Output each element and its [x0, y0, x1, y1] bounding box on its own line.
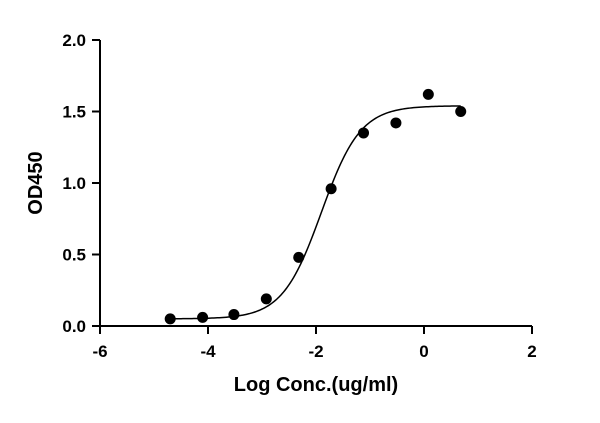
x-tick-label: 2	[527, 342, 536, 361]
data-points	[164, 88, 467, 325]
y-tick-label: 1.0	[62, 174, 86, 193]
y-axis-title: OD450	[25, 151, 47, 214]
y-ticks: 0.0 0.5 1.0 1.5 2.0	[62, 31, 100, 336]
x-tick-label: -4	[200, 342, 216, 361]
data-point	[260, 293, 272, 305]
fit-curve	[170, 105, 461, 320]
x-tick-label: -6	[92, 342, 107, 361]
data-point	[197, 311, 209, 323]
data-point	[390, 117, 402, 129]
x-ticks: -6 -4 -2 0 2	[92, 326, 537, 361]
data-point	[293, 251, 305, 263]
data-point	[422, 88, 434, 100]
x-tick-label: -2	[308, 342, 323, 361]
data-point	[455, 106, 467, 117]
data-point	[358, 127, 370, 139]
axes	[99, 40, 532, 327]
data-point	[164, 313, 176, 325]
y-tick-label: 0.0	[62, 317, 86, 336]
y-tick-label: 2.0	[62, 31, 86, 50]
y-tick-label: 0.5	[62, 246, 86, 265]
x-tick-label: 0	[419, 342, 428, 361]
x-axis-title: Log Conc.(ug/ml)	[234, 374, 398, 396]
y-tick-label: 1.5	[62, 103, 86, 122]
data-point	[228, 309, 240, 321]
data-point	[325, 183, 337, 195]
